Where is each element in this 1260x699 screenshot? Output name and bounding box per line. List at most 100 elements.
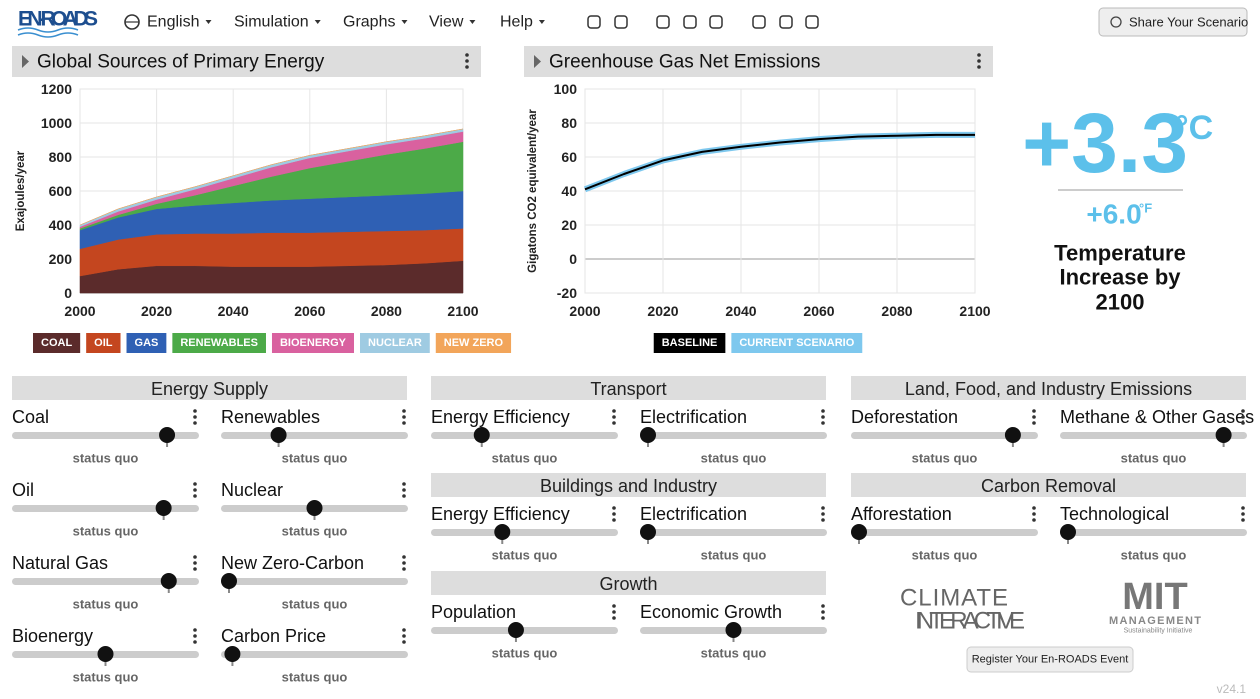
slider-track[interactable]: [221, 578, 408, 585]
toolbar-icon[interactable]: [779, 15, 793, 29]
slider-label: Methane & Other Gases: [1060, 407, 1254, 427]
slider-knob[interactable]: [155, 500, 172, 516]
slider-knob[interactable]: [507, 622, 524, 638]
slider-track[interactable]: [640, 432, 827, 439]
x-tick-label: 2080: [881, 303, 912, 319]
version: v24.1: [1217, 682, 1247, 696]
slider-knob[interactable]: [1215, 427, 1232, 443]
legend-swatch[interactable]: [731, 333, 863, 353]
toolbar-icon[interactable]: [805, 15, 819, 29]
legend-swatch[interactable]: [33, 333, 81, 353]
status-label: status quo: [912, 451, 978, 466]
slider-knob[interactable]: [221, 573, 237, 589]
slider-knob[interactable]: [640, 427, 656, 443]
slider-knob[interactable]: [494, 524, 511, 540]
legend-label[interactable]: NEW ZERO: [444, 337, 504, 349]
toolbar-icon[interactable]: [614, 15, 628, 29]
menu-item[interactable]: Simulation: [234, 14, 309, 31]
toolbar-icon[interactable]: [683, 15, 697, 29]
kebab-dot: [402, 482, 406, 486]
panel-header: [431, 473, 826, 497]
menu-item[interactable]: English: [147, 14, 199, 31]
chart-header[interactable]: [12, 46, 481, 77]
slider-track[interactable]: [431, 432, 618, 439]
legend-label[interactable]: NUCLEAR: [368, 337, 422, 349]
toolbar-icon[interactable]: [587, 15, 601, 29]
legend-swatch[interactable]: [360, 333, 430, 353]
legend-label[interactable]: OIL: [94, 337, 113, 349]
slider-knob[interactable]: [160, 573, 177, 589]
logo[interactable]: EN-ROADS: [18, 8, 98, 31]
legend-label[interactable]: CURRENT SCENARIO: [739, 337, 854, 349]
slider-track[interactable]: [12, 578, 199, 585]
menu-item[interactable]: Graphs: [343, 14, 395, 31]
y-tick-label: 40: [561, 183, 577, 199]
slider-knob[interactable]: [306, 500, 323, 516]
slider-track[interactable]: [431, 627, 618, 634]
area-segment: [79, 128, 464, 226]
ci-logo: CLIMATE: [900, 585, 1008, 612]
slider-knob[interactable]: [159, 427, 176, 443]
menu-item[interactable]: Help: [500, 14, 533, 31]
slider-track[interactable]: [221, 432, 408, 439]
slider-track[interactable]: [640, 529, 827, 536]
slider-knob[interactable]: [224, 646, 241, 662]
register-button[interactable]: [966, 646, 1134, 673]
toolbar-icon[interactable]: [752, 15, 766, 29]
slider-track[interactable]: [851, 432, 1038, 439]
toolbar-icon[interactable]: [709, 15, 723, 29]
legend-swatch[interactable]: [435, 333, 512, 353]
slider-knob[interactable]: [97, 646, 114, 662]
legend-swatch[interactable]: [653, 333, 726, 353]
y-tick-label: 1000: [41, 115, 72, 131]
logo-wave: [17, 32, 79, 38]
slider-track[interactable]: [1060, 432, 1247, 439]
kebab-dot: [821, 506, 825, 510]
chart-header[interactable]: [524, 46, 993, 77]
kebab-dot: [193, 555, 197, 559]
kebab-dot: [402, 409, 406, 413]
slider-knob[interactable]: [725, 622, 742, 638]
menu-item[interactable]: View: [429, 14, 464, 31]
x-tick-label: 2040: [218, 303, 249, 319]
expand-triangle[interactable]: [22, 55, 29, 68]
share-label[interactable]: Share Your Scenario: [1129, 15, 1248, 30]
slider-track[interactable]: [221, 651, 408, 658]
legend-label[interactable]: BASELINE: [662, 337, 718, 349]
legend-label[interactable]: COAL: [41, 337, 72, 349]
kebab-dot: [821, 512, 825, 516]
legend-label[interactable]: RENEWABLES: [180, 337, 258, 349]
toolbar-icon[interactable]: [656, 15, 670, 29]
expand-triangle[interactable]: [534, 55, 541, 68]
slider-track[interactable]: [12, 432, 199, 439]
series-line: [584, 133, 975, 191]
legend-label[interactable]: GAS: [135, 337, 159, 349]
status-label: status quo: [73, 670, 139, 685]
slider-knob[interactable]: [270, 427, 287, 443]
slider-knob[interactable]: [851, 524, 867, 540]
slider-track[interactable]: [12, 505, 199, 512]
y-axis-label: Exajoules/year: [15, 150, 27, 231]
slider-track[interactable]: [851, 529, 1038, 536]
slider-knob[interactable]: [640, 524, 656, 540]
slider-track[interactable]: [431, 529, 618, 536]
legend-label[interactable]: BIOENERGY: [280, 337, 347, 349]
slider-label: Renewables: [221, 407, 320, 427]
x-tick-label: 2100: [959, 303, 990, 319]
legend-swatch[interactable]: [126, 333, 167, 353]
kebab-dot: [193, 482, 197, 486]
slider-knob[interactable]: [473, 427, 490, 443]
kebab-dot: [821, 409, 825, 413]
slider-track[interactable]: [1060, 529, 1247, 536]
kebab-dot: [402, 555, 406, 559]
legend-swatch[interactable]: [172, 333, 266, 353]
caret: [469, 20, 476, 24]
slider-knob[interactable]: [1004, 427, 1021, 443]
mit-logo: MIT: [1122, 576, 1187, 618]
slider-knob[interactable]: [1060, 524, 1076, 540]
status-label: status quo: [282, 451, 348, 466]
legend-swatch[interactable]: [86, 333, 121, 353]
legend-swatch[interactable]: [271, 333, 354, 353]
share-button[interactable]: [1098, 7, 1248, 37]
register-label[interactable]: Register Your En-ROADS Event: [972, 654, 1129, 666]
